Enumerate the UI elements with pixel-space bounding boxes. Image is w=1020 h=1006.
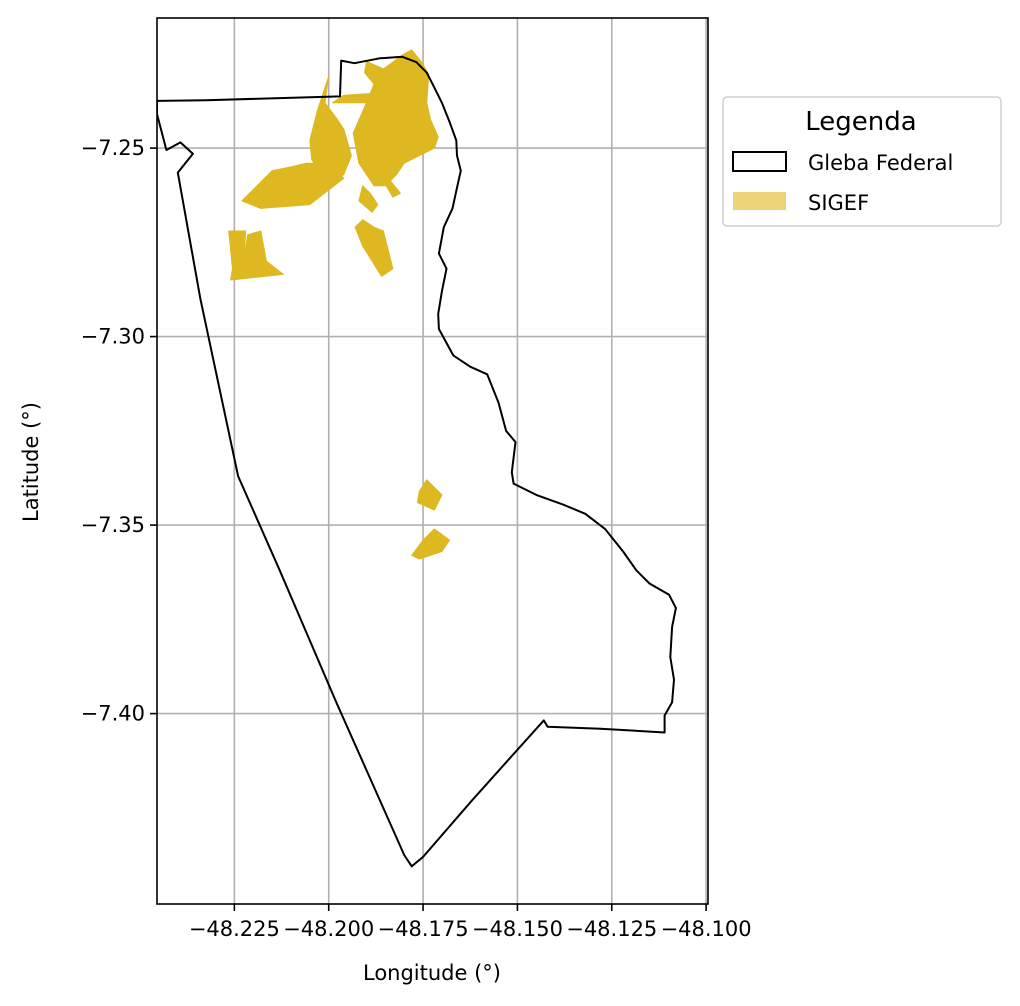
legend-swatch-sigef (733, 192, 786, 210)
x-tick-label: −48.200 (283, 917, 374, 941)
y-tick-label: −7.25 (81, 136, 145, 160)
legend-box (722, 96, 1002, 227)
sigef-parcel-2 (241, 162, 345, 209)
y-axis-label: Latitude (°) (19, 402, 43, 522)
x-tick-label: −48.100 (661, 917, 752, 941)
x-tick-label: −48.125 (566, 917, 657, 941)
grid-lines (157, 18, 708, 904)
sigef-parcel-9 (411, 528, 450, 560)
x-axis: −48.225 −48.200 −48.175 −48.150 −48.125 −48.1… (189, 904, 752, 941)
legend-title: Legenda (805, 107, 916, 137)
y-axis: −7.25 −7.30 −7.35 −7.40 (81, 136, 157, 726)
legend-label-gleba-federal: Gleba Federal (808, 151, 953, 175)
x-tick-label: −48.225 (189, 917, 280, 941)
sigef-parcel-4 (354, 219, 394, 277)
sigef-parcels (228, 49, 450, 560)
x-tick-label: −48.175 (378, 917, 469, 941)
sigef-parcel-5 (358, 185, 379, 213)
legend-swatch-gleba-federal (732, 151, 787, 172)
sigef-parcel-0 (352, 49, 439, 187)
x-tick-label: −48.150 (472, 917, 563, 941)
legend: Legenda Gleba Federal SIGEF (722, 96, 1002, 227)
sigef-parcel-7 (332, 92, 375, 104)
y-tick-label: −7.40 (81, 702, 145, 726)
sigef-parcel-8 (416, 479, 443, 511)
legend-label-sigef: SIGEF (808, 191, 869, 215)
sigef-parcel-3 (228, 230, 284, 281)
y-tick-label: −7.35 (81, 513, 145, 537)
x-axis-label: Longitude (°) (363, 961, 501, 985)
sigef-parcel-6 (381, 174, 401, 198)
gleba-federal-boundary (157, 55, 677, 868)
y-tick-label: −7.30 (81, 325, 145, 349)
plot-frame (156, 17, 709, 905)
